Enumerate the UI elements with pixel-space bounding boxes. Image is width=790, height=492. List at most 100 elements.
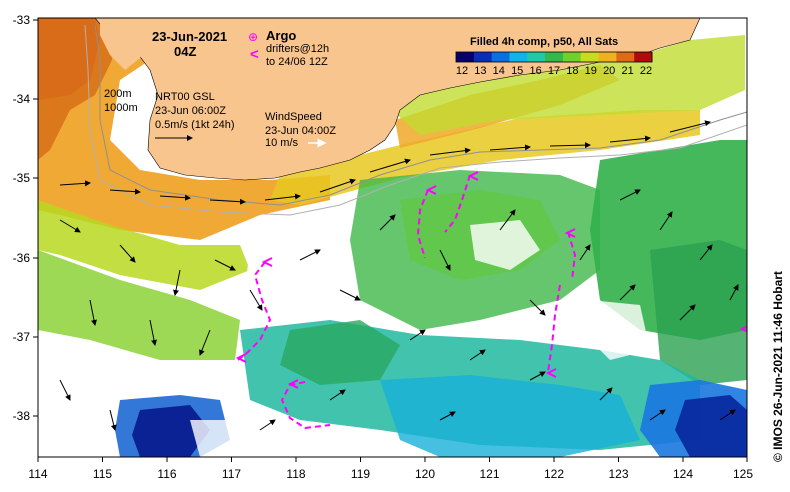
y-tick-label: -38 [13,409,31,423]
colorbar-frame [455,51,653,63]
current-time: 23-Jun 06:00Z [155,105,226,117]
drifter-label-2: to 24/06 12Z [266,56,328,68]
bathymetry-200m [94,24,747,206]
colorbar-label: 13 [474,65,486,77]
colorbar-label: 15 [511,65,523,77]
current-arrow [729,284,739,301]
current-arrow [439,249,451,271]
current-arrow [679,304,696,321]
drifter-marker [564,228,576,238]
current-arrow [529,299,546,316]
current-arrow [339,289,361,301]
sst-southwest-navy [132,405,210,457]
current-arrow [699,244,713,261]
argo-label: Argo [266,28,296,43]
argo-symbol: ⊕ [248,30,258,44]
drifter-track [567,231,577,281]
current-arrow [439,411,456,421]
x-tick-label: 121 [479,467,499,481]
current-arrow [159,194,191,201]
current-arrow [89,299,97,326]
x-tick-label: 120 [415,467,435,481]
colorbar-swatch [580,52,600,62]
current-source: NRT00 GSL [155,91,215,103]
credit-label: © IMOS 26-Jun-2021 11:46 Hobart [771,271,785,462]
y-tick-label: -36 [13,251,31,265]
bathymetry-label-1000m: 1000m [104,102,138,114]
y-tick-label: -33 [13,13,31,27]
colorbar-title: Filled 4h comp, p50, All Sats [470,36,618,48]
y-tick-label: -34 [13,92,31,106]
date-label: 23-Jun-2021 [152,29,227,44]
x-tick-label: 124 [673,467,693,481]
current-arrow [619,284,636,301]
x-tick-label: 122 [544,467,564,481]
y-tick-label: -35 [13,171,31,185]
colorbar-swatch [509,52,528,62]
current-arrow [379,214,396,231]
drifter-marker [425,185,437,195]
colorbar-label: 20 [603,65,615,77]
drifter-track [237,261,272,361]
sst-south-green [280,320,400,385]
sst-south-cyan [380,375,640,457]
colorbar [455,51,653,63]
current-arrow [429,147,471,156]
current-scale: 0.5m/s (1kt 24h) [155,119,234,131]
wind-scale: 10 m/s [265,137,299,149]
drifter-marker [235,353,247,363]
current-arrow [109,188,141,195]
colorbar-swatch [473,52,493,62]
current-arrow [649,409,666,421]
x-tick-label: 123 [608,467,628,481]
current-arrow [549,142,591,149]
current-arrow [619,189,641,201]
drifter-marker [287,379,299,389]
colorbar-label: 22 [640,65,652,77]
drifter-label-1: drifters@12h [266,43,329,55]
colorbar-label: 19 [585,65,597,77]
colorbar-swatch [598,52,617,62]
current-arrow [209,198,246,205]
drifter-marker [467,171,479,181]
current-arrow [369,158,411,173]
current-arrow [579,244,591,261]
drifter-track [444,174,471,233]
y-tick-labels: -33 -34 -35 -36 -37 -38 [13,13,31,423]
current-arrow [299,249,321,261]
bathymetry-label-200m: 200m [104,88,132,100]
x-tick-label: 114 [28,467,47,481]
current-arrow [469,349,486,361]
current-arrow [59,180,91,187]
current-arrow [264,193,301,201]
colorbar-labels: 12 13 14 15 16 17 18 19 20 21 22 [456,65,652,77]
current-arrow [609,135,651,143]
drifter-marker [739,325,747,333]
drifter-track [416,189,429,259]
current-arrow [59,379,71,401]
colorbar-swatch [562,52,582,62]
sst-east-deepgreen [650,240,747,385]
drifter-marker [261,257,273,267]
colorbar-swatch [527,52,546,62]
colorbar-swatch [545,52,564,62]
drifter-symbol: < [250,46,259,63]
current-arrow [119,244,136,263]
current-arrow [199,329,211,356]
y-tick-label: -37 [13,330,31,344]
x-tick-label: 117 [222,467,241,481]
tick-marks [33,19,748,462]
bathymetry-1000m [84,24,747,216]
current-arrow [489,144,531,151]
current-arrow [529,371,546,381]
land-cape-leeuwin [100,18,150,70]
nodata-gap-4 [585,300,650,360]
current-arrow [109,409,117,431]
sst-west-orange [38,18,330,240]
x-tick-label: 119 [351,467,370,481]
nodata-gap-1 [245,235,350,305]
nodata-gap-3 [470,220,540,270]
current-arrow [329,389,346,401]
drifter-marker [545,368,557,378]
